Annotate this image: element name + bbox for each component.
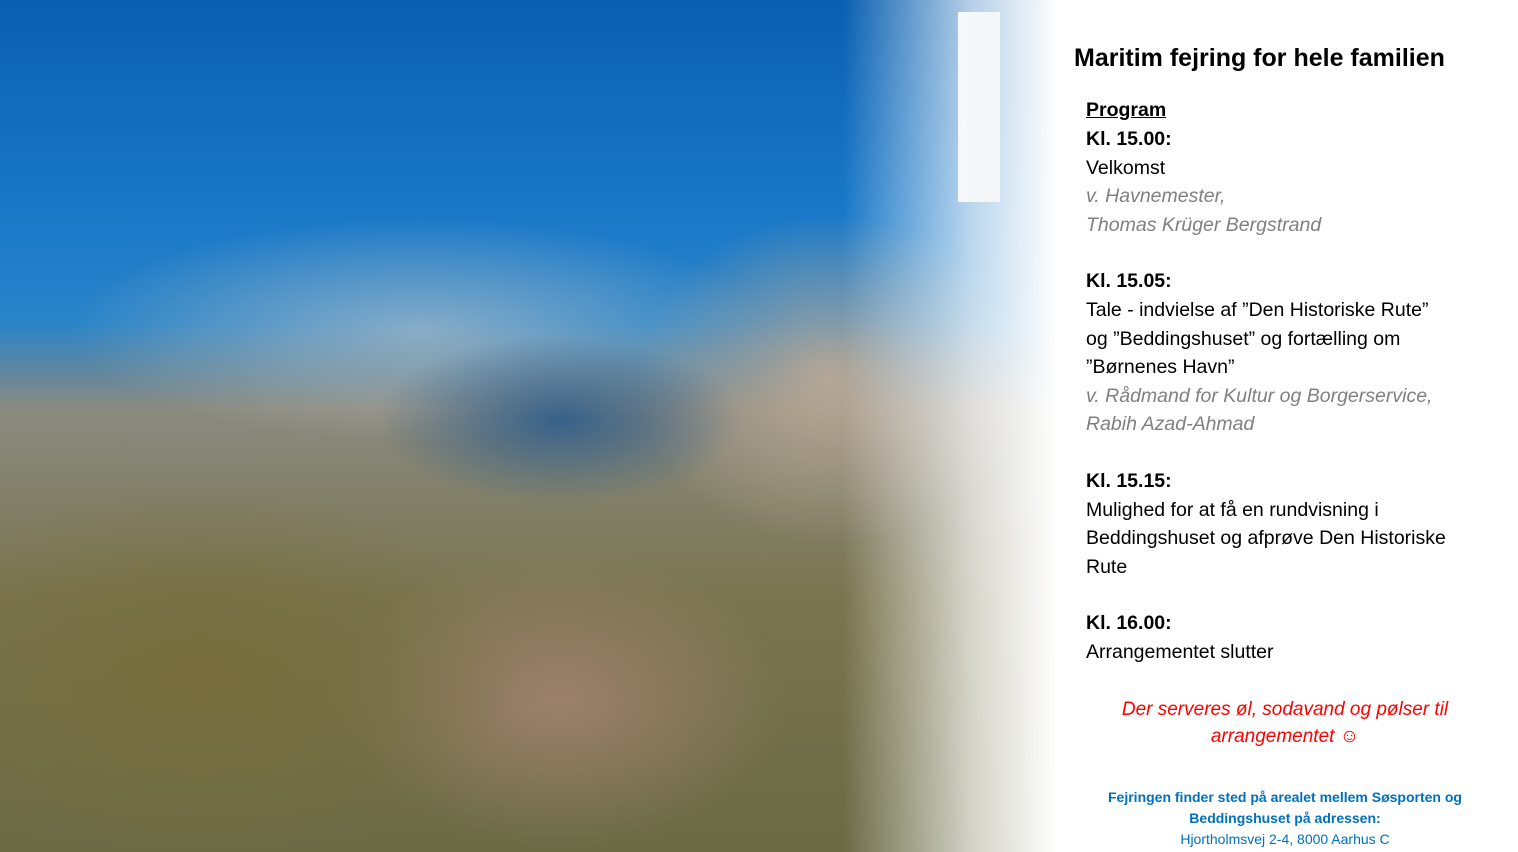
item-3-line: Beddingshuset og afprøve Den Historiske: [1086, 527, 1446, 549]
time-2: Kl. 15.05:: [1086, 270, 1172, 292]
item-3-line: Mulighed for at få en rundvisning i: [1086, 499, 1379, 521]
slide-title: Maritim fejring for hele familien: [1074, 44, 1445, 72]
refreshments-note: Der serveres øl, sodavand og pølser til: [1121, 699, 1449, 720]
address: Hjortholmsvej 2-4, 8000 Aarhus C: [1180, 831, 1390, 847]
photo-fade-overlay: [0, 0, 1080, 852]
item-1-speaker: v. Havnemester,: [1086, 185, 1226, 207]
item-4-line: Arrangementet slutter: [1086, 641, 1274, 663]
item-2-speaker: Rabih Azad-Ahmad: [1086, 413, 1255, 435]
item-2-speaker: v. Rådmand for Kultur og Borgerservice,: [1086, 385, 1433, 407]
time-4: Kl. 16.00:: [1086, 612, 1172, 634]
time-3: Kl. 15.15:: [1086, 470, 1172, 492]
refreshments-note: arrangementet ☺: [1210, 726, 1360, 747]
item-3-line: Rute: [1086, 556, 1128, 578]
item-1-line: Velkomst: [1086, 157, 1166, 179]
item-2-line: Tale - indvielse af ”Den Historiske Rute…: [1086, 299, 1429, 321]
program-heading: Program: [1086, 99, 1167, 121]
time-1: Kl. 15.00:: [1086, 128, 1172, 150]
item-2-line: ”Børnenes Havn”: [1086, 356, 1235, 378]
item-1-speaker: Thomas Krüger Bergstrand: [1086, 214, 1322, 236]
location-text: Beddingshuset på adressen:: [1189, 810, 1381, 826]
item-2-line: og ”Beddingshuset” og fortælling om: [1086, 328, 1401, 350]
location-text: Fejringen finder sted på arealet mellem …: [1108, 789, 1462, 805]
